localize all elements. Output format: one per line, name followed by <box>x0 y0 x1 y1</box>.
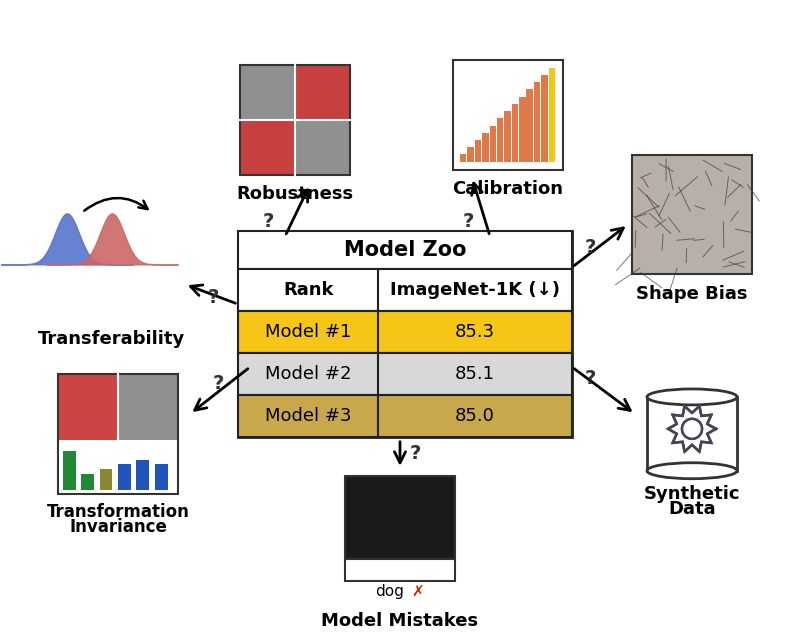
Text: ✗: ✗ <box>411 585 424 599</box>
Bar <box>82 473 95 490</box>
Bar <box>240 65 295 119</box>
Bar <box>240 119 295 174</box>
Text: Synthetic: Synthetic <box>644 485 740 502</box>
Bar <box>632 155 752 274</box>
Text: Transferability: Transferability <box>38 330 186 348</box>
Text: Calibration: Calibration <box>452 181 563 198</box>
Bar <box>99 469 112 490</box>
Bar <box>238 353 572 395</box>
Bar <box>63 451 76 490</box>
Bar <box>238 269 572 311</box>
Text: ImageNet-1K (↓): ImageNet-1K (↓) <box>390 281 560 299</box>
Bar <box>238 231 572 437</box>
Bar <box>118 374 178 440</box>
Bar <box>295 119 350 174</box>
Bar <box>295 65 350 119</box>
Ellipse shape <box>647 389 737 405</box>
Text: 85.1: 85.1 <box>455 365 495 383</box>
Bar <box>154 465 167 490</box>
Text: ?: ? <box>263 212 274 231</box>
Circle shape <box>682 419 702 439</box>
Text: ?: ? <box>213 375 224 394</box>
Text: Data: Data <box>668 500 716 518</box>
Text: Model #3: Model #3 <box>265 407 351 425</box>
Text: ?: ? <box>410 444 421 463</box>
Bar <box>482 133 489 162</box>
Text: Robustness: Robustness <box>237 185 354 204</box>
Text: ?: ? <box>462 212 473 231</box>
Text: Model Mistakes: Model Mistakes <box>322 612 478 630</box>
Bar <box>238 395 572 437</box>
Bar <box>527 90 533 162</box>
Bar <box>497 118 503 162</box>
Bar <box>345 559 455 581</box>
Bar <box>58 440 178 494</box>
Bar <box>118 465 131 490</box>
Text: Model #1: Model #1 <box>265 323 351 341</box>
Bar <box>238 231 572 269</box>
Bar <box>238 311 572 353</box>
Bar <box>240 65 350 174</box>
Bar <box>460 154 466 162</box>
Text: Model Zoo: Model Zoo <box>343 240 466 260</box>
Text: 85.3: 85.3 <box>455 323 495 341</box>
Bar <box>504 111 511 162</box>
Bar <box>490 126 496 162</box>
Text: ?: ? <box>584 370 595 389</box>
Bar <box>647 397 737 471</box>
Polygon shape <box>668 406 716 452</box>
Text: Rank: Rank <box>283 281 334 299</box>
Bar <box>541 75 548 162</box>
Text: Model #2: Model #2 <box>265 365 351 383</box>
Bar <box>475 140 482 162</box>
Bar <box>58 374 118 440</box>
Text: ?: ? <box>208 288 219 307</box>
Ellipse shape <box>647 463 737 478</box>
Bar <box>345 477 455 559</box>
Text: Invariance: Invariance <box>69 518 167 535</box>
Text: ?: ? <box>584 238 595 257</box>
Bar <box>534 82 541 162</box>
Bar <box>549 68 555 162</box>
Bar <box>511 104 518 162</box>
Text: Shape Bias: Shape Bias <box>636 285 747 303</box>
Text: Transformation: Transformation <box>47 502 189 521</box>
Text: 85.0: 85.0 <box>455 407 495 425</box>
Bar <box>137 460 149 490</box>
Text: dog: dog <box>376 585 405 599</box>
FancyArrowPatch shape <box>84 198 148 210</box>
Bar <box>467 147 473 162</box>
Bar <box>453 60 563 169</box>
Bar <box>58 374 178 494</box>
Bar <box>519 97 525 162</box>
